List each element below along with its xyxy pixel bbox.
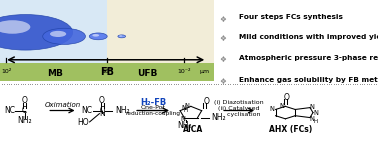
Text: O: O: [283, 93, 289, 102]
Text: reduction-coupling: reduction-coupling: [125, 111, 181, 116]
Text: One-Pot: One-Pot: [141, 105, 166, 110]
Text: N: N: [310, 116, 314, 122]
Text: N: N: [99, 109, 105, 118]
Text: NH₂: NH₂: [115, 106, 130, 115]
Text: 10²: 10²: [1, 69, 12, 74]
Text: AICA: AICA: [183, 125, 203, 134]
Text: N: N: [310, 104, 314, 110]
Text: HO: HO: [77, 119, 89, 127]
Text: NH₂: NH₂: [177, 121, 192, 130]
Text: N: N: [279, 103, 284, 109]
Text: O: O: [99, 96, 105, 105]
Circle shape: [0, 20, 30, 34]
Text: C: C: [22, 106, 27, 115]
Text: N: N: [314, 110, 318, 116]
Text: H: H: [184, 108, 188, 113]
Text: O: O: [22, 96, 28, 105]
Text: NH₂: NH₂: [211, 113, 226, 122]
Text: Four steps FCs synthesis: Four steps FCs synthesis: [239, 14, 343, 21]
Text: ❖: ❖: [219, 14, 226, 24]
Text: N: N: [184, 103, 189, 109]
Text: cyclisation: cyclisation: [217, 112, 261, 117]
Text: N: N: [182, 105, 186, 111]
Text: AHX (FCs): AHX (FCs): [270, 125, 313, 134]
Text: (i) Diazotisation: (i) Diazotisation: [214, 100, 264, 105]
Text: Enhance gas solubility by FB method: Enhance gas solubility by FB method: [239, 77, 378, 83]
Text: ❖: ❖: [219, 55, 226, 64]
Text: Atmospheric pressure 3-phase reaction: Atmospheric pressure 3-phase reaction: [239, 55, 378, 61]
FancyBboxPatch shape: [107, 0, 214, 63]
Text: H₂-FB: H₂-FB: [140, 98, 166, 107]
Text: Oximation: Oximation: [44, 102, 81, 108]
Text: H: H: [314, 119, 318, 124]
Circle shape: [118, 35, 125, 38]
Text: UFB: UFB: [137, 69, 158, 79]
Text: 10⁰: 10⁰: [102, 69, 112, 74]
Text: N: N: [180, 116, 185, 122]
Circle shape: [43, 28, 85, 44]
Circle shape: [119, 35, 122, 37]
Text: N: N: [270, 106, 274, 112]
Text: NC: NC: [81, 106, 92, 115]
Text: FB: FB: [100, 67, 114, 77]
Text: C: C: [99, 106, 105, 115]
Text: μm: μm: [199, 69, 209, 74]
Circle shape: [0, 14, 73, 50]
FancyBboxPatch shape: [0, 63, 214, 81]
Text: Mild conditions with improved yield: Mild conditions with improved yield: [239, 34, 378, 40]
Text: O: O: [203, 97, 209, 106]
Text: NH₂: NH₂: [17, 116, 32, 125]
Circle shape: [50, 31, 66, 37]
Circle shape: [89, 33, 107, 40]
Text: (ii) Catalysed: (ii) Catalysed: [218, 106, 260, 111]
Text: NC: NC: [4, 106, 15, 115]
FancyBboxPatch shape: [0, 0, 107, 63]
Text: MB: MB: [48, 69, 64, 79]
Text: ❖: ❖: [219, 77, 226, 86]
Circle shape: [92, 34, 99, 37]
Text: ❖: ❖: [219, 34, 226, 43]
Text: 10⁻²: 10⁻²: [177, 69, 191, 74]
